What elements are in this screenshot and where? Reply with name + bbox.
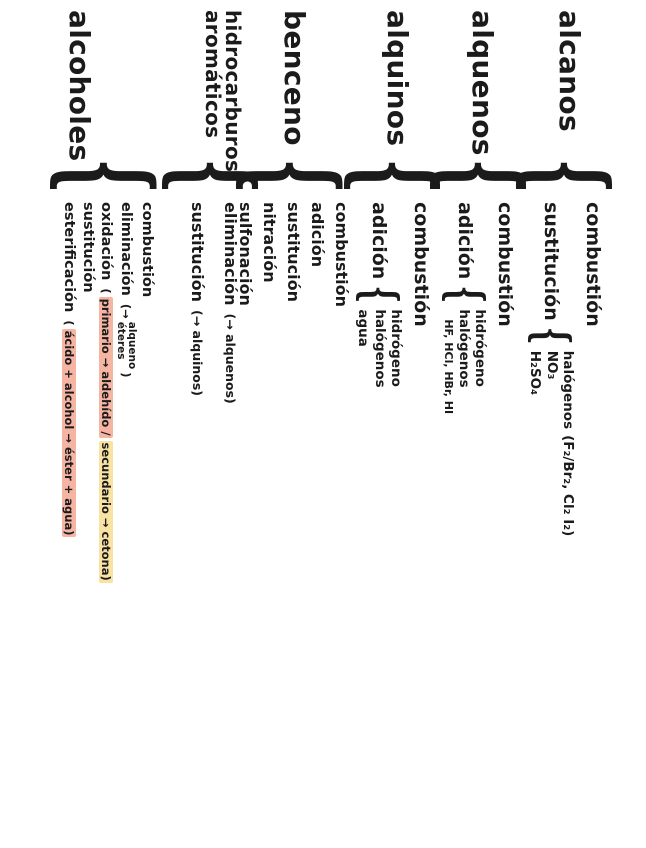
category-name-alcanos: alcanos bbox=[552, 10, 586, 132]
halogens-formula: (F₂/Br₂, Cl₂ I₂) bbox=[560, 435, 576, 537]
sub-reaction-line: hidrógeno bbox=[472, 309, 488, 387]
reaction-label: adición bbox=[368, 202, 391, 280]
category-row-alquinos: alquinos { combustión adición { hidrógen… bbox=[335, 10, 457, 388]
reaction-line: sustitución bbox=[79, 202, 96, 293]
reaction-line: eliminación (→ alquenos) bbox=[214, 202, 247, 404]
reaction-line: esterificación ( ácido + alcohol → éster… bbox=[60, 202, 79, 583]
highlighted-primary-to-aldehyde: primario → aldehído / bbox=[99, 296, 114, 438]
reaction-list-alcoholes: combustión eliminación (→ alqueno éteres… bbox=[60, 194, 156, 583]
category-row-alquenos: alquenos { combustión adición { hidrógen… bbox=[421, 10, 543, 414]
category-name-alcoholes: alcoholes bbox=[63, 10, 97, 162]
sub-reaction-list: halógenos (F₂/Br₂, Cl₂ I₂) NO₃ H₂SO₄ bbox=[527, 351, 576, 537]
elimination-products-note: (→ alqueno éteres ) bbox=[115, 303, 139, 378]
reaction-line: combustión bbox=[582, 202, 604, 327]
sub-brace-icon: { bbox=[352, 285, 409, 304]
close-paren: ) bbox=[119, 372, 134, 378]
reaction-product-note: (→ alquinos) bbox=[190, 309, 205, 397]
reaction-line: combustión bbox=[494, 202, 516, 327]
open-paren-arrow: (→ bbox=[119, 303, 134, 319]
reaction-line: adición bbox=[308, 202, 328, 268]
open-paren: ( bbox=[99, 288, 114, 294]
elimination-products-stack: alqueno éteres bbox=[115, 321, 139, 370]
category-row-hidrocarburos-aromaticos: hidrocarburos aromáticos { eliminación (… bbox=[153, 10, 275, 404]
reaction-label: eliminación bbox=[221, 202, 240, 306]
sub-reaction-line: halógenos bbox=[455, 309, 472, 388]
highlighted-secondary-to-ketone: secundario → cetona) bbox=[99, 440, 114, 583]
sub-brace-icon: { bbox=[437, 285, 494, 304]
category-name-alquinos: alquinos bbox=[380, 10, 414, 147]
highlighted-ester-equation: ácido + alcohol → éster + agua) bbox=[62, 328, 77, 538]
reaction-list-alquinos: combustión adición { hidrógeno halógenos… bbox=[352, 194, 438, 388]
reaction-label: oxidación bbox=[98, 202, 115, 281]
sub-reaction-list: hidrógeno halógenos agua bbox=[355, 309, 404, 387]
esterification-equation-note: ( ácido + alcohol → éster + agua) bbox=[62, 320, 77, 538]
reaction-list-alquenos: combustión adición { hidrógeno halógenos… bbox=[437, 194, 522, 414]
sub-reaction-list: hidrógeno halógenos HF, HCl, HBr, HI bbox=[442, 309, 488, 414]
reaction-line: adición { hidrógeno halógenos agua bbox=[352, 202, 409, 388]
reaction-line: combustión bbox=[138, 202, 155, 298]
category-name-benceno: benceno bbox=[278, 10, 312, 146]
product-alqueno: alqueno bbox=[126, 321, 139, 370]
reaction-label: sustitución bbox=[540, 202, 563, 321]
reaction-line: combustión bbox=[332, 202, 352, 308]
sub-brace-icon: { bbox=[524, 326, 581, 345]
reaction-list-alcanos: combustión sustitución { halógenos (F₂/B… bbox=[524, 194, 610, 537]
reaction-line: adición { hidrógeno halógenos HF, HCl, H… bbox=[437, 202, 494, 414]
reaction-label: eliminación bbox=[118, 202, 135, 296]
category-name-hidrocarburos-aromaticos: hidrocarburos aromáticos bbox=[201, 10, 246, 173]
category-brace-icon: { bbox=[40, 158, 176, 195]
reaction-product-note: (→ alquenos) bbox=[223, 313, 238, 404]
reaction-list-benceno: combustión adición sustitución nitración… bbox=[234, 194, 354, 307]
reaction-line: sustitución { halógenos (F₂/Br₂, Cl₂ I₂)… bbox=[524, 202, 581, 537]
reaction-line: nitración bbox=[260, 202, 280, 283]
open-paren: ( bbox=[62, 320, 77, 326]
sub-reaction-line: NO₃ bbox=[543, 350, 560, 380]
reaction-line: sustitución bbox=[284, 202, 304, 302]
sub-reaction-line: H₂SO₄ bbox=[527, 350, 544, 396]
product-eteres: éteres bbox=[115, 321, 128, 360]
sub-reaction-label: halógenos bbox=[560, 350, 576, 430]
category-row-alcanos: alcanos { combustión sustitución { halóg… bbox=[507, 10, 629, 537]
category-row-alcoholes: alcoholes { combustión eliminación (→ al… bbox=[40, 10, 176, 583]
category-name-line2: aromáticos bbox=[201, 10, 225, 139]
sub-reaction-line: halógenos bbox=[371, 309, 388, 388]
sub-reaction-line: halógenos (F₂/Br₂, Cl₂ I₂) bbox=[560, 351, 576, 537]
reaction-label: sustitución bbox=[188, 202, 207, 302]
category-name-alquenos: alquenos bbox=[466, 10, 500, 156]
reaction-label: esterificación bbox=[61, 202, 78, 313]
reaction-line: oxidación ( primario → aldehído / secund… bbox=[97, 202, 116, 583]
reaction-line: combustión bbox=[410, 202, 432, 327]
oxidation-products-note: ( primario → aldehído / secundario → cet… bbox=[99, 288, 114, 583]
hydracids-list: HF, HCl, HBr, HI bbox=[442, 319, 456, 415]
category-name-line1: hidrocarburos bbox=[221, 10, 246, 173]
reaction-label: adición bbox=[453, 202, 476, 280]
reaction-line: sustitución (→ alquinos) bbox=[181, 202, 214, 404]
reaction-line: eliminación (→ alqueno éteres ) bbox=[115, 202, 139, 583]
sub-reaction-line: hidrógeno bbox=[388, 309, 404, 387]
sub-reaction-line: agua bbox=[355, 309, 372, 347]
category-brace-icon: { bbox=[152, 158, 276, 195]
reaction-list-hidrocarburos: eliminación (→ alquenos) sustitución (→ … bbox=[181, 194, 247, 404]
